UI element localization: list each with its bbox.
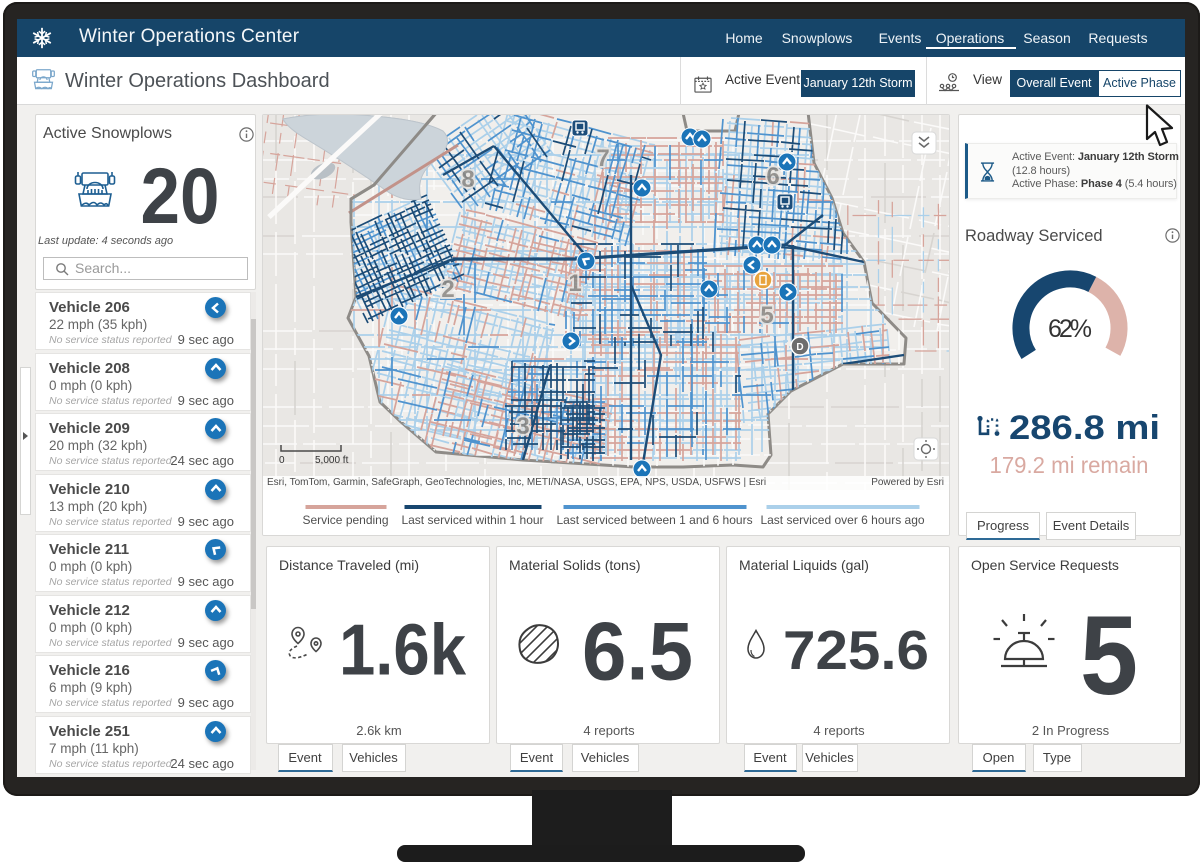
svg-text:0: 0 [279, 455, 285, 466]
svg-text:3: 3 [516, 413, 529, 440]
svg-text:62%: 62% [1048, 315, 1092, 343]
svg-text:D: D [796, 342, 803, 353]
svg-text:8: 8 [461, 166, 474, 193]
svg-text:20: 20 [141, 151, 220, 234]
svg-text:5: 5 [1080, 609, 1138, 704]
svg-text:6.5: 6.5 [582, 614, 693, 689]
svg-text:2: 2 [441, 276, 454, 303]
svg-text:179.2 mi remain: 179.2 mi remain [990, 452, 1149, 478]
svg-text:1.6k: 1.6k [339, 619, 467, 689]
svg-text:5: 5 [760, 302, 773, 329]
svg-text:5,000 ft: 5,000 ft [315, 455, 349, 466]
svg-text:1: 1 [568, 270, 581, 297]
svg-text:286.8 mi: 286.8 mi [1009, 409, 1160, 447]
svg-text:6: 6 [766, 163, 779, 190]
svg-text:725.6: 725.6 [783, 619, 929, 679]
svg-text:7: 7 [596, 145, 609, 172]
